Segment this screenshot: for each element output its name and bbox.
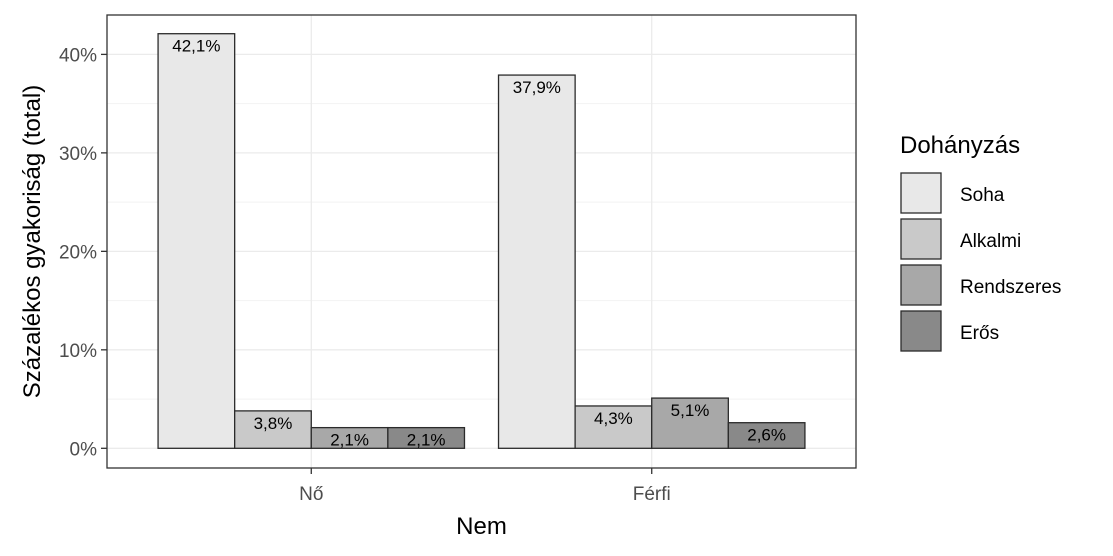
legend-label: Erős: [960, 323, 999, 344]
legend: Dohányzás Soha Alkalmi Rendszeres Erős: [900, 132, 1061, 352]
bar-soha-1: [497, 74, 576, 449]
legend-key-erős: [900, 310, 942, 352]
y-tick-label: 30%: [59, 144, 97, 165]
legend-label: Soha: [960, 185, 1005, 206]
y-tick-label: 0%: [70, 439, 98, 460]
legend-key-soha: [900, 172, 942, 214]
data-labels: 42,1% 37,9% 3,8% 4,3% 2,1% 5,1% 2,1% 2,6%: [172, 37, 786, 450]
data-label: 5,1%: [671, 401, 710, 420]
x-axis: Nő Férfi: [299, 468, 671, 505]
y-axis: 0% 10% 20% 30% 40%: [59, 45, 107, 460]
y-tick-label: 10%: [59, 341, 97, 362]
bar-erős-1: [727, 422, 806, 449]
bar-erős-0: [387, 426, 466, 449]
plot-panel-border: [106, 14, 857, 469]
data-label: 2,1%: [330, 431, 369, 450]
legend-key-rendszeres: [900, 264, 942, 306]
y-tick-label: 20%: [59, 242, 97, 263]
x-axis-title: Nem: [456, 513, 507, 540]
bar-soha-0: [157, 33, 236, 449]
x-tick-label: Férfi: [633, 484, 671, 505]
data-label: 42,1%: [172, 37, 220, 56]
data-label: 4,3%: [594, 409, 633, 428]
legend-title: Dohányzás: [900, 132, 1020, 159]
x-tick-label: Nő: [299, 484, 323, 505]
legend-key-alkalmi: [900, 218, 942, 260]
data-label: 3,8%: [254, 414, 293, 433]
legend-label: Rendszeres: [960, 277, 1061, 298]
y-axis-title: Százalékos gyakoriság (total): [19, 85, 46, 398]
data-label: 2,6%: [747, 426, 786, 445]
bars: [157, 33, 806, 449]
legend-label: Alkalmi: [960, 231, 1021, 252]
data-label: 2,1%: [407, 431, 446, 450]
data-label: 37,9%: [513, 78, 561, 97]
y-tick-label: 40%: [59, 45, 97, 66]
